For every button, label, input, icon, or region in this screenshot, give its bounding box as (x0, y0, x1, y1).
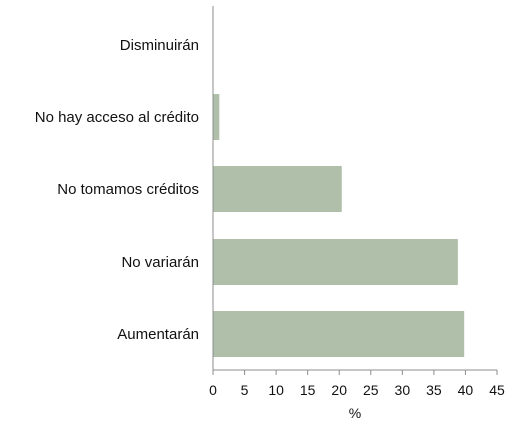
x-axis-label: % (349, 405, 361, 421)
category-label: No tomamos créditos (57, 181, 199, 198)
x-axis-ticks: 0 5 10 15 20 25 30 35 40 45 (209, 370, 505, 398)
x-tick-label: 15 (300, 382, 316, 398)
x-tick-label: 10 (268, 382, 284, 398)
x-tick-label: 20 (331, 382, 347, 398)
category-label: Aumentarán (117, 326, 199, 343)
bars-group (213, 94, 465, 357)
category-label: No variarán (121, 254, 199, 271)
x-tick-label: 45 (489, 382, 505, 398)
bar-2 (213, 166, 342, 212)
x-tick-label: 30 (395, 382, 411, 398)
x-tick-label: 40 (458, 382, 474, 398)
category-label: Disminuirán (120, 37, 199, 54)
bar-4 (213, 311, 465, 357)
x-tick-label: 35 (426, 382, 442, 398)
x-tick-label: 5 (241, 382, 249, 398)
category-label: No hay acceso al crédito (35, 109, 199, 126)
bar-3 (213, 239, 458, 285)
x-tick-label: 25 (363, 382, 379, 398)
category-labels: Disminuirán No hay acceso al crédito No to… (35, 37, 199, 343)
x-tick-label: 0 (209, 382, 217, 398)
bar-1 (213, 94, 220, 140)
